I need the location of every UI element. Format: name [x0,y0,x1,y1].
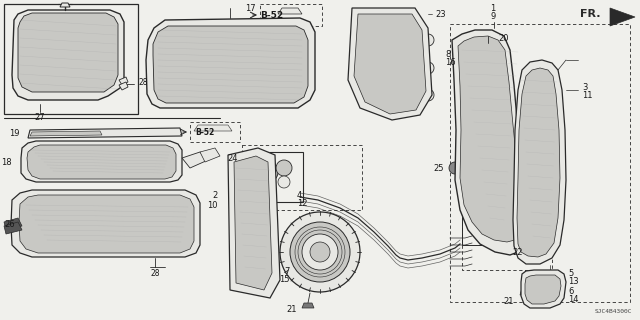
Text: 9: 9 [490,12,495,20]
Text: 2: 2 [212,190,218,199]
Polygon shape [18,13,118,92]
Polygon shape [513,60,566,264]
Circle shape [302,234,338,270]
Polygon shape [153,26,308,103]
Polygon shape [30,131,102,136]
Circle shape [449,162,461,174]
Bar [462,180,517,245]
Polygon shape [278,8,302,14]
Polygon shape [11,190,200,257]
Text: 11: 11 [582,91,593,100]
Polygon shape [194,125,232,131]
Circle shape [278,176,290,188]
Bar [190,122,240,142]
Polygon shape [525,275,561,304]
Text: 16: 16 [445,58,456,67]
Polygon shape [60,3,70,7]
Polygon shape [4,218,22,230]
Text: 24: 24 [227,154,238,163]
Text: FR.: FR. [580,9,600,19]
Text: SJC4B4300C: SJC4B4300C [595,309,632,314]
Polygon shape [610,8,635,26]
Text: 19: 19 [10,129,20,138]
Text: 28: 28 [150,268,160,277]
Polygon shape [27,145,176,179]
Text: 25: 25 [433,164,444,172]
Circle shape [484,210,500,226]
Circle shape [276,160,292,176]
Circle shape [532,159,544,171]
Text: 22: 22 [512,247,522,257]
Circle shape [468,193,492,217]
Text: 18: 18 [1,157,12,166]
Bar [450,24,630,302]
Text: 21: 21 [287,306,297,315]
Text: B-52: B-52 [195,127,214,137]
Circle shape [422,89,434,101]
Circle shape [280,212,360,292]
Polygon shape [119,77,128,85]
Polygon shape [521,270,566,308]
Polygon shape [520,288,536,295]
Circle shape [535,282,551,298]
Text: 6: 6 [568,287,573,297]
Polygon shape [458,36,520,242]
Polygon shape [4,222,22,234]
Text: 12: 12 [297,198,307,207]
Text: 20: 20 [498,34,509,43]
Text: 28: 28 [138,77,147,86]
Text: B-52: B-52 [260,11,284,20]
Text: 26: 26 [4,220,15,228]
Circle shape [468,213,482,227]
Text: 17: 17 [245,4,255,12]
Circle shape [261,183,275,197]
Polygon shape [146,18,315,108]
Polygon shape [452,30,525,255]
Circle shape [258,162,278,182]
Text: 21: 21 [504,298,514,307]
Polygon shape [348,8,432,120]
Text: 27: 27 [35,113,45,122]
Polygon shape [12,10,124,100]
Text: 23: 23 [435,10,445,19]
Text: 4: 4 [297,190,302,199]
Polygon shape [28,128,182,138]
Polygon shape [302,303,314,308]
Polygon shape [182,152,208,168]
Polygon shape [228,148,280,298]
Bar [260,4,322,26]
Polygon shape [21,141,182,182]
Polygon shape [517,68,560,257]
Circle shape [422,34,434,46]
Text: 15: 15 [280,276,290,284]
Polygon shape [354,14,426,114]
Bar [4,4,138,114]
Circle shape [290,222,350,282]
Circle shape [422,62,434,74]
Bar [462,180,552,270]
Text: 8: 8 [445,50,451,59]
Polygon shape [19,195,194,253]
Polygon shape [234,156,272,290]
Bar [242,145,362,210]
Polygon shape [119,82,128,90]
Text: 14: 14 [568,295,579,305]
Text: 7: 7 [285,268,290,276]
Text: 3: 3 [582,83,588,92]
Text: 10: 10 [207,201,218,210]
Circle shape [476,223,494,241]
Bar [248,152,303,202]
Text: 5: 5 [568,269,573,278]
Polygon shape [200,148,220,162]
Circle shape [483,43,493,53]
Text: 13: 13 [568,277,579,286]
Circle shape [310,242,330,262]
Text: 1: 1 [490,4,495,12]
